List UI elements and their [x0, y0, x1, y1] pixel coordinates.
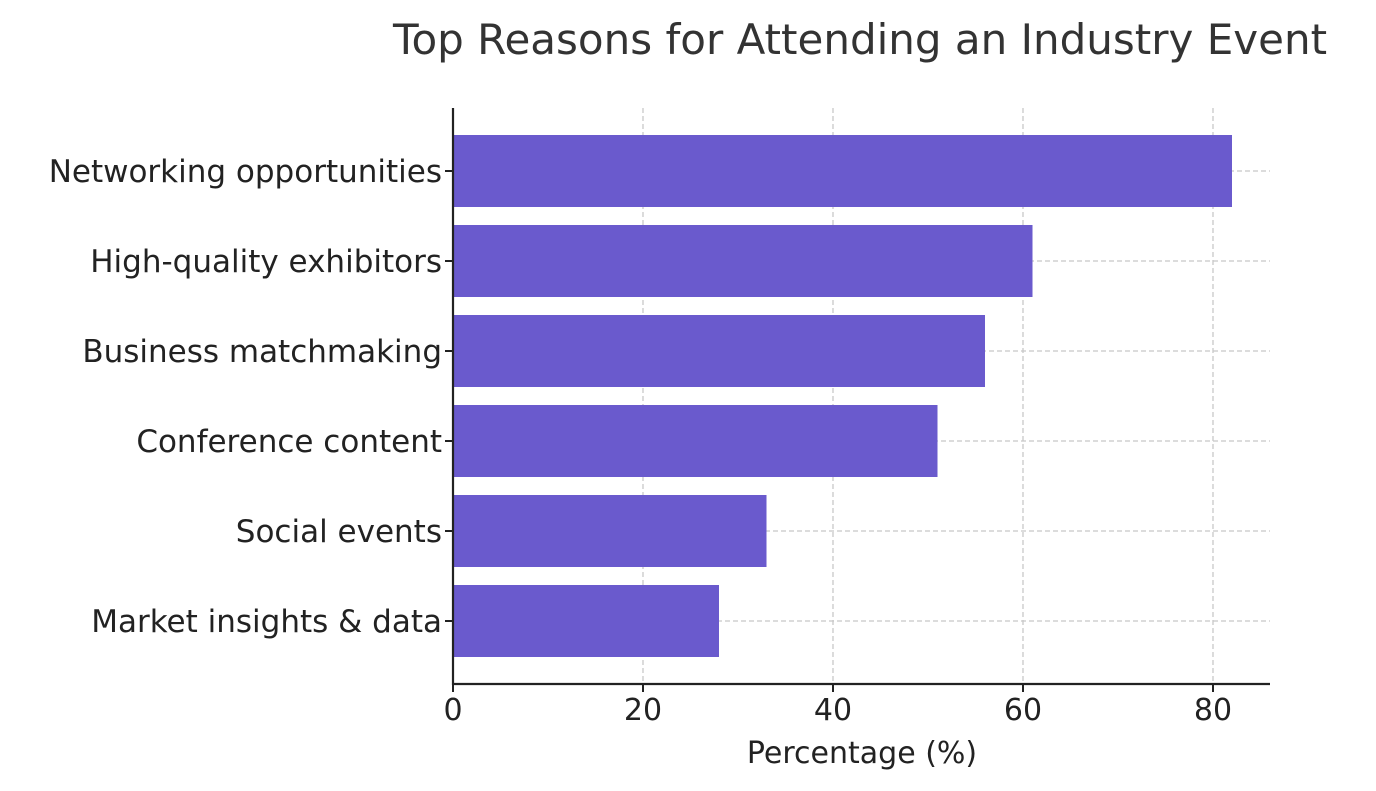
ticks: 0 20 40 60 80	[443, 170, 1232, 728]
x-axis-label: Percentage (%)	[747, 736, 977, 771]
x-tick-label: 0	[443, 693, 462, 728]
category-label: Market insights & data	[91, 604, 442, 640]
category-label: Business matchmaking	[82, 334, 442, 370]
category-label: Conference content	[136, 424, 442, 460]
category-label: Social events	[236, 514, 442, 550]
bar	[453, 135, 1232, 207]
category-label: Networking opportunities	[49, 154, 442, 190]
x-tick-label: 80	[1194, 693, 1232, 728]
x-tick-label: 60	[1004, 693, 1042, 728]
bar	[453, 225, 1033, 297]
axes	[451, 108, 1270, 686]
bar	[453, 585, 719, 657]
bar	[453, 495, 767, 567]
x-tick-label: 40	[814, 693, 852, 728]
category-label: High-quality exhibitors	[90, 244, 442, 280]
x-tick-label: 20	[624, 693, 662, 728]
bars	[453, 135, 1232, 657]
bar	[453, 405, 938, 477]
bar	[453, 315, 985, 387]
chart-title: Top Reasons for Attending an Industry Ev…	[392, 15, 1327, 64]
category-labels: Networking opportunities High-quality exh…	[49, 154, 442, 640]
